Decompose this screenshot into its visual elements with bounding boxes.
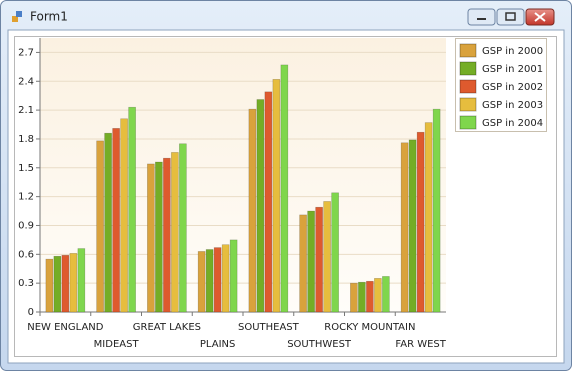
bar	[128, 106, 136, 313]
bar	[374, 278, 382, 313]
x-tick-label: NEW ENGLAND	[27, 322, 104, 333]
y-tick-label: 1.8	[18, 134, 34, 145]
legend-label: GSP in 2001	[482, 64, 543, 75]
y-tick-label: 0	[28, 307, 34, 318]
bar	[69, 253, 78, 313]
legend-swatch	[459, 97, 477, 112]
maximize-icon	[505, 12, 516, 21]
y-tick-label: 1.5	[18, 163, 34, 174]
bar	[432, 108, 441, 313]
bar	[248, 108, 257, 313]
window-title: Form1	[30, 10, 68, 24]
y-tick-label: 0.3	[18, 278, 34, 289]
bar	[213, 247, 222, 313]
bar	[112, 128, 120, 313]
bar	[104, 132, 112, 313]
legend-label: GSP in 2002	[482, 82, 543, 93]
bar	[61, 254, 70, 313]
bar	[53, 255, 62, 313]
app-icon	[16, 11, 22, 17]
y-tick-label: 1.2	[18, 192, 34, 203]
bar	[205, 249, 214, 313]
x-tick-label: ROCKY MOUNTAIN	[324, 322, 415, 333]
minimize-button[interactable]	[467, 8, 496, 26]
app-icon	[12, 16, 18, 22]
legend-label: GSP in 2004	[482, 118, 543, 129]
bar	[400, 142, 409, 313]
bar	[256, 99, 265, 313]
legend-label: GSP in 2000	[482, 46, 543, 57]
bar	[120, 118, 128, 313]
legend-swatch	[459, 61, 477, 76]
legend-label: GSP in 2003	[482, 100, 543, 111]
bar	[299, 214, 307, 313]
minimize-icon	[477, 18, 486, 20]
bar	[416, 131, 425, 313]
maximize-button[interactable]	[496, 8, 525, 26]
bar	[229, 239, 238, 313]
close-icon	[534, 12, 546, 22]
bar	[179, 143, 187, 313]
bar	[366, 280, 374, 313]
x-tick-label: MIDEAST	[94, 339, 140, 350]
bar	[280, 64, 289, 313]
legend-swatch	[459, 79, 477, 94]
legend-swatch	[459, 43, 477, 58]
x-tick-label: PLAINS	[200, 339, 235, 350]
bar	[197, 251, 206, 313]
bar	[147, 163, 155, 313]
bar	[77, 248, 86, 313]
bar	[408, 139, 417, 313]
bar	[171, 152, 179, 313]
x-tick-label: SOUTHWEST	[287, 339, 352, 350]
x-tick-label: FAR WEST	[395, 339, 446, 350]
legend-swatch	[459, 115, 477, 130]
bar	[424, 122, 433, 313]
bar	[264, 91, 273, 313]
x-tick-label: GREAT LAKES	[133, 322, 201, 333]
bar	[382, 276, 390, 313]
y-tick-label: 2.7	[18, 47, 34, 58]
bar	[163, 157, 171, 313]
bar	[272, 79, 281, 313]
x-tick-label: SOUTHEAST	[238, 322, 300, 333]
bar	[96, 140, 104, 313]
bar	[323, 201, 331, 313]
bar	[315, 206, 323, 313]
bar	[350, 282, 358, 313]
y-tick-label: 0.6	[18, 249, 34, 260]
y-tick-label: 0.9	[18, 220, 34, 231]
bar	[45, 258, 54, 313]
bar	[221, 244, 230, 313]
y-tick-label: 2.4	[18, 76, 34, 87]
y-tick-label: 2.1	[18, 105, 34, 116]
bar	[155, 161, 163, 313]
bar	[358, 281, 366, 313]
bar	[331, 192, 339, 313]
bar	[307, 210, 315, 313]
